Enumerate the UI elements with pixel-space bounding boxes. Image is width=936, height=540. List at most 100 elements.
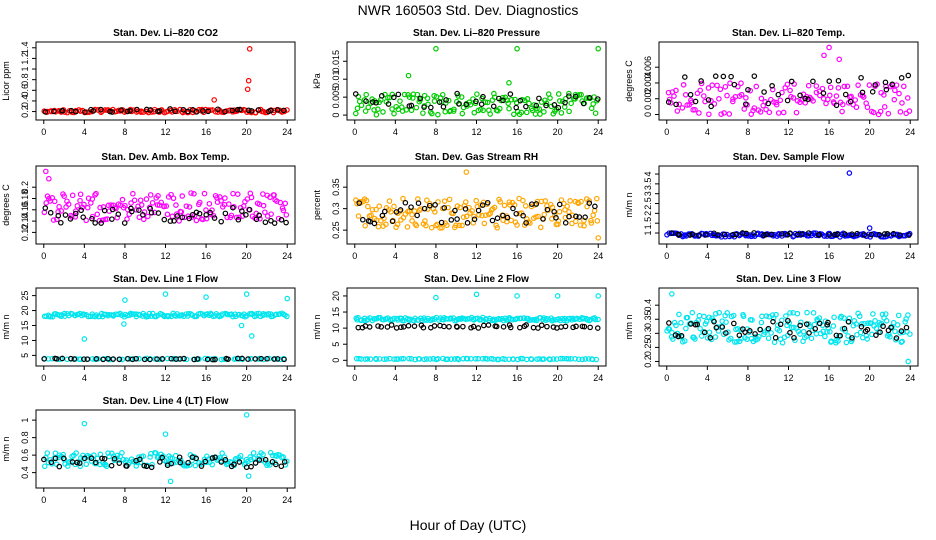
data-point <box>581 222 587 229</box>
data-point <box>870 311 876 317</box>
mean-point <box>400 324 407 330</box>
data-point <box>283 212 290 218</box>
data-point <box>779 339 786 346</box>
mean-point <box>803 321 810 327</box>
mean-point <box>432 202 438 208</box>
data-point <box>703 318 710 325</box>
data-point <box>887 334 893 340</box>
y-tick-label: 0 <box>331 113 341 118</box>
data-point <box>363 91 370 98</box>
mean-point <box>701 329 708 336</box>
data-point <box>800 328 807 335</box>
data-point <box>257 215 263 222</box>
data-point <box>93 190 99 197</box>
mean-point <box>82 109 88 115</box>
data-point <box>362 222 368 229</box>
mean-point <box>262 219 269 226</box>
mean-point <box>778 231 785 237</box>
data-point <box>375 106 381 113</box>
mean-point <box>42 205 49 211</box>
data-point <box>542 198 549 204</box>
figure-title: NWR 160503 Std. Dev. Diagnostics <box>357 2 579 18</box>
y-tick-label: 0.6 <box>20 84 30 97</box>
data-point <box>140 453 147 459</box>
data-point <box>447 315 454 321</box>
data-point <box>793 109 800 116</box>
x-tick-label: 16 <box>201 251 211 261</box>
data-point <box>122 202 128 209</box>
data-point <box>528 317 534 323</box>
mean-point <box>134 106 140 113</box>
mean-point <box>493 323 500 330</box>
outlier-point <box>669 291 675 297</box>
y-tick-label: 1.2 <box>20 52 30 65</box>
data-point <box>696 110 702 116</box>
data-point <box>861 320 867 327</box>
data-point <box>423 222 429 229</box>
mean-point <box>172 108 178 115</box>
panel-rh: Stan. Dev. Gas Stream RH percent 0 4 8 12 16 20… <box>312 152 607 261</box>
panel-title: Stan. Dev. Gas Stream RH <box>415 152 538 163</box>
data-point <box>833 93 840 99</box>
mean-point <box>788 78 795 85</box>
x-tick-label: 24 <box>593 127 603 137</box>
data-point <box>158 199 164 206</box>
data-point <box>589 356 596 363</box>
mean-point <box>136 207 142 213</box>
data-point <box>147 454 153 460</box>
data-point <box>595 316 601 323</box>
mean-point <box>127 108 133 114</box>
outlier-point <box>81 336 88 342</box>
data-point <box>899 100 905 106</box>
mean-point <box>858 74 864 81</box>
data-point <box>787 310 793 316</box>
mean-point <box>905 72 912 79</box>
mean-point <box>239 208 245 214</box>
y-tick-label: 0 <box>331 358 341 363</box>
mean-point <box>157 459 163 465</box>
x-tick-label: 0 <box>352 251 357 261</box>
x-tick-label: 4 <box>705 251 710 261</box>
data-point <box>64 463 71 469</box>
data-point <box>149 200 156 206</box>
data-point <box>77 197 83 204</box>
panel-pressure: Stan. Dev. Li–820 Pressure kPa 0 4 8 12 16 20 24… <box>312 28 607 137</box>
mean-point <box>411 323 418 329</box>
mean-point <box>513 104 520 111</box>
data-point <box>444 222 450 229</box>
mean-point <box>210 356 216 363</box>
outlier-point <box>514 293 520 299</box>
mean-point <box>381 208 388 215</box>
data-point <box>271 107 278 114</box>
data-point <box>790 309 796 316</box>
data-point <box>552 212 558 218</box>
data-point <box>678 319 684 326</box>
mean-point <box>736 332 743 339</box>
data-point <box>484 99 491 106</box>
mean-point <box>133 355 139 362</box>
x-tick-label: 4 <box>82 251 87 261</box>
mean-point <box>415 200 422 207</box>
data-point <box>669 329 675 336</box>
data-point <box>72 208 79 214</box>
mean-point <box>256 457 263 463</box>
mean-point <box>121 220 128 226</box>
data-point <box>137 312 143 318</box>
data-point <box>266 355 272 362</box>
x-tick-label: 20 <box>865 127 875 137</box>
mean-point <box>67 216 74 222</box>
data-point <box>734 325 741 332</box>
mean-point <box>258 355 264 362</box>
data-point <box>671 319 678 326</box>
data-point <box>738 91 745 98</box>
mean-point <box>248 108 255 114</box>
data-point <box>369 206 376 213</box>
mean-point <box>73 108 79 115</box>
data-point <box>757 109 764 115</box>
data-point <box>41 209 48 216</box>
outlier-point <box>905 358 912 365</box>
mean-point <box>60 455 67 462</box>
x-tick-label: 24 <box>282 495 292 505</box>
data-point <box>565 356 572 362</box>
